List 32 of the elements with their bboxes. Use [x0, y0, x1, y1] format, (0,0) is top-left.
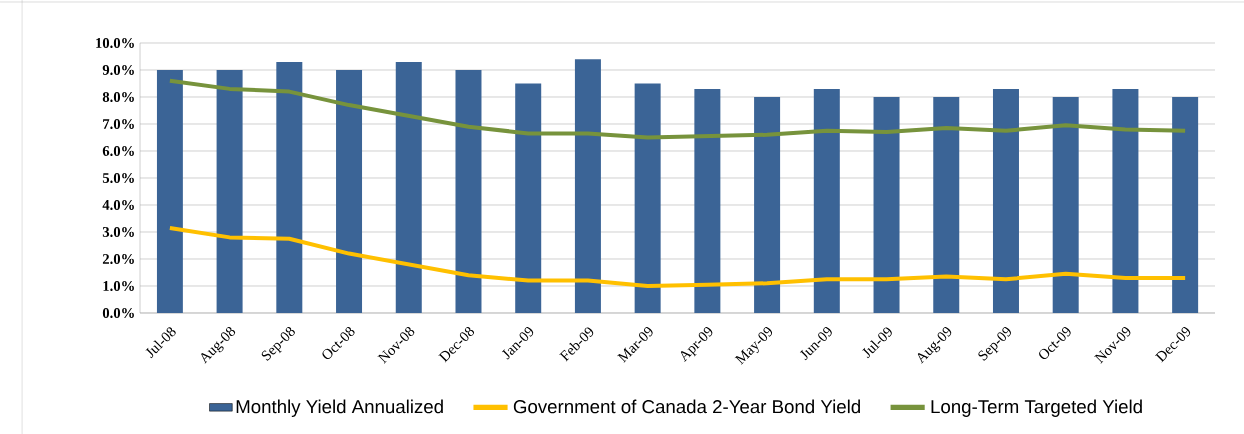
bar	[992, 88, 1019, 313]
legend-label: Monthly Yield Annualized	[236, 399, 443, 417]
legend-label: Long-Term Targeted Yield	[931, 399, 1142, 417]
bar	[1172, 96, 1199, 313]
bar	[156, 69, 183, 313]
y-tick-label: 4.0%	[102, 200, 134, 210]
y-tick-label: 8.0%	[102, 92, 134, 102]
y-tick-label: 10.0%	[96, 38, 134, 48]
bar	[1052, 96, 1079, 313]
y-tick-label: 9.0%	[102, 65, 134, 75]
bar	[694, 88, 721, 313]
bar	[933, 96, 960, 313]
bar	[574, 59, 601, 313]
y-tick-label: 6.0%	[102, 146, 134, 156]
y-tick-label: 0.0%	[102, 308, 134, 318]
y-tick-label: 5.0%	[102, 173, 134, 183]
y-tick-label: 3.0%	[102, 227, 134, 237]
y-tick-label: 2.0%	[102, 254, 134, 264]
bar	[1112, 88, 1139, 313]
bar	[754, 96, 781, 313]
legend-label: Government of Canada 2-Year Bond Yield	[513, 399, 860, 414]
bar	[276, 61, 303, 313]
y-tick-label: 7.0%	[103, 119, 134, 129]
bar	[873, 96, 900, 313]
bar	[336, 69, 363, 313]
bar	[216, 69, 243, 313]
bar	[455, 69, 482, 313]
y-tick-label: 1.0%	[103, 281, 134, 291]
bar	[395, 61, 422, 313]
bar	[813, 88, 840, 313]
bar	[515, 83, 542, 313]
bar	[634, 83, 661, 313]
